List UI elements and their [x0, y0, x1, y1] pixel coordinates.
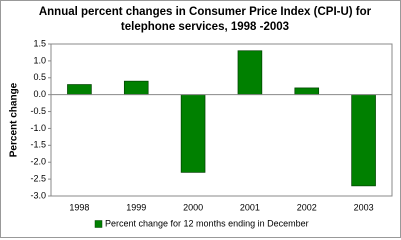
y-tick-label: -2.5	[30, 173, 46, 183]
y-tick-label: -0.5	[30, 106, 46, 116]
x-tick-label: 2002	[297, 202, 317, 212]
y-tick-label: 0.0	[33, 89, 46, 99]
x-tick-label: 2000	[183, 202, 203, 212]
bar	[67, 84, 92, 96]
y-tick-label: -2.0	[30, 157, 46, 167]
chart-title: telephone services, 1998 -2003	[121, 21, 289, 33]
legend-swatch	[94, 220, 103, 228]
y-axis-title: Percent change	[9, 82, 20, 157]
x-tick-label: 2003	[354, 202, 374, 212]
plot-area	[50, 43, 393, 197]
y-tick-label: 1.0	[33, 55, 46, 65]
y-tick-label: 1.5	[33, 38, 46, 48]
y-tick-label: -1.0	[30, 123, 46, 133]
bar	[237, 50, 263, 96]
y-tick-label: 0.5	[33, 72, 46, 82]
bar	[351, 94, 376, 187]
x-tick-label: 1998	[69, 202, 89, 212]
bar	[180, 94, 206, 173]
bar	[123, 80, 149, 96]
x-tick-label: 1999	[126, 202, 146, 212]
y-tick-label: -1.5	[30, 140, 46, 150]
bar	[294, 87, 320, 96]
chart-title: Annual percent changes in Consumer Price…	[39, 6, 372, 18]
legend-label: Percent change for 12 months ending in D…	[105, 218, 309, 228]
y-tick-label: -3.0	[30, 190, 46, 200]
x-tick-label: 2001	[240, 202, 260, 212]
